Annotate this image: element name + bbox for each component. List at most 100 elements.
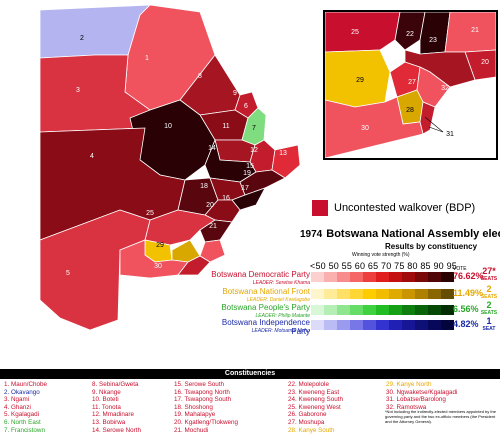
party-leader: LEADER: Seretse Khama (252, 280, 310, 286)
inset-label-21: 21 (471, 27, 479, 34)
constituency-item: 31. Lobatse/Barolong (386, 396, 446, 404)
color-swatch (441, 305, 454, 315)
map-label-30: 30 (154, 263, 162, 270)
color-swatch (363, 305, 376, 315)
inset-map: 25 22 23 21 20 29 27 32 28 30 31 (324, 11, 497, 159)
party-seats: 27* SEATS (480, 266, 498, 282)
party-leader: LEADER: Philip Matante (255, 313, 310, 319)
region-5[interactable] (39, 209, 151, 331)
uncontested-legend: Uncontested walkover (BDP) (312, 200, 475, 216)
constituency-item: 20. Kgatleng/Tlokweng (174, 418, 239, 426)
constituency-item: 19. Mahalapye (174, 411, 216, 419)
footnote: *Not including the indirectly-elected me… (385, 409, 496, 424)
color-swatch (402, 305, 415, 315)
constituency-item: 16. Tswapong North (174, 388, 230, 396)
color-swatch (389, 320, 402, 330)
inset-region-24[interactable] (404, 49, 476, 88)
constituency-item: 28. Kanye South (288, 426, 335, 434)
color-swatch (363, 272, 376, 282)
map-label-3: 3 (76, 87, 80, 94)
constituency-item: 27. Moshupa (288, 418, 325, 426)
region-20[interactable] (199, 219, 233, 243)
party-swatches (311, 272, 454, 282)
color-swatch (311, 272, 324, 282)
party-swatches (311, 320, 454, 330)
color-swatch (428, 305, 441, 315)
constituency-item: 6. North East (4, 418, 41, 426)
constituency-item: 4. Ghanzi (4, 403, 31, 411)
constituency-item: 2. Okavango (4, 388, 40, 396)
inset-region-31[interactable] (419, 101, 436, 135)
constituency-item: 29. Kanye North (386, 381, 432, 388)
party-leader: LEADER: Motsamai Mpho (251, 328, 310, 334)
map-label-21: 21 (209, 223, 217, 230)
region-southeast[interactable] (177, 255, 211, 276)
color-swatch (363, 320, 376, 330)
color-swatch (415, 272, 428, 282)
color-swatch (350, 305, 363, 315)
color-swatch (350, 320, 363, 330)
color-swatch (376, 320, 389, 330)
constituency-item: 1. Maun/Chobe (4, 381, 48, 388)
inset-label-29: 29 (356, 77, 364, 84)
map-label-15: 15 (246, 163, 254, 170)
color-swatch (311, 320, 324, 330)
inset-label-22: 22 (406, 31, 414, 38)
map-label-10: 10 (164, 123, 172, 130)
inset-label-23: 23 (429, 37, 437, 44)
color-swatch (389, 289, 402, 299)
constituency-item: 26. Gaborone (288, 411, 327, 419)
region-21[interactable] (199, 239, 226, 263)
election-year: 1974 (300, 229, 323, 240)
constituency-item: 22. Molepolole (288, 381, 329, 388)
color-swatch (415, 305, 428, 315)
color-swatch (337, 305, 350, 315)
constituency-item: 5. Kgalagadi (4, 411, 40, 419)
map-label-14: 14 (208, 145, 216, 152)
party-leader: LEADER: Daniel Kwelagobe (246, 297, 310, 303)
inset-leader-lines (424, 116, 444, 133)
vote-header: VOTE (453, 266, 467, 272)
constituency-item: 8. Sebina/Gweta (92, 381, 139, 388)
color-swatch (428, 320, 441, 330)
inset-label-32: 32 (441, 85, 449, 92)
constituency-item: 3. Ngami (4, 396, 30, 404)
color-swatch (402, 289, 415, 299)
constituencies-header: Constituencies (0, 369, 500, 379)
color-swatch (415, 289, 428, 299)
constituency-item: 23. Kweneng East (288, 388, 340, 396)
map-label-12: 12 (250, 147, 258, 154)
color-swatch (389, 305, 402, 315)
party-seats: 2 SEATS (480, 300, 498, 316)
color-swatch (350, 289, 363, 299)
map-label-2: 2 (80, 35, 84, 42)
map-label-29: 29 (156, 242, 164, 249)
party-vote: 11.49% (453, 288, 484, 298)
color-swatch (324, 289, 337, 299)
region-30[interactable] (119, 239, 189, 279)
constituency-column: 22. Molepolole 23. Kweneng East 24. Kwenen… (288, 381, 343, 434)
constituency-item: 18. Shoshong (174, 403, 213, 411)
constituency-item: 21. Mochudi (174, 426, 209, 434)
party-vote: 6.56% (453, 304, 479, 314)
inset-region-22[interactable] (394, 11, 426, 51)
map-label-4: 4 (90, 153, 94, 160)
party-name: Botswana People's Party (221, 303, 310, 312)
inset-label-31: 31 (446, 131, 454, 138)
constituency-item: 13. Bobirwa (92, 418, 126, 426)
inset-label-28: 28 (406, 107, 414, 114)
map-label-11: 11 (222, 123, 229, 130)
inset-region-30[interactable] (324, 96, 424, 159)
map-label-17: 17 (241, 185, 249, 192)
inset-region-25[interactable] (324, 11, 401, 53)
region-11[interactable] (214, 139, 256, 163)
color-swatch (402, 272, 415, 282)
constituency-item: 32. Ramotswa (386, 403, 427, 411)
map-label-9: 9 (233, 90, 237, 97)
constituency-item: 24. Kweneng South (288, 396, 343, 404)
constituency-item: 9. Nkange (92, 388, 121, 396)
party-seats: 2 SEATS (480, 284, 498, 300)
color-swatch (441, 320, 454, 330)
color-swatch (376, 272, 389, 282)
